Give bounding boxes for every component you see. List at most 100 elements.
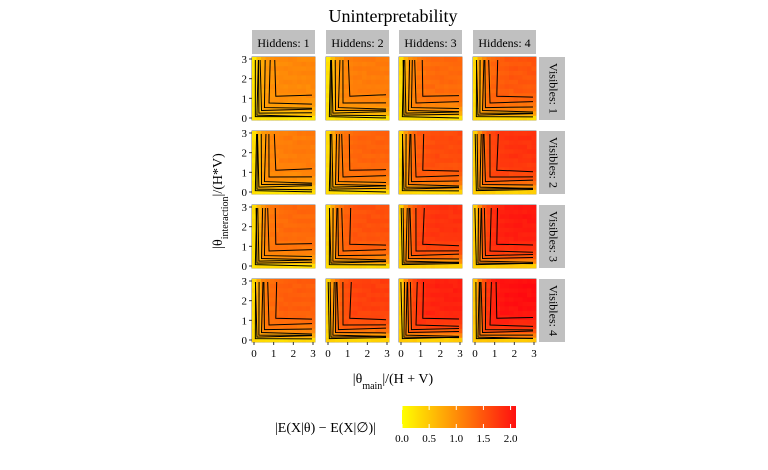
heat-cell (326, 75, 331, 80)
heat-cell (353, 167, 358, 172)
heat-cell (495, 79, 501, 85)
heat-cell (504, 254, 510, 260)
heat-cell (448, 236, 454, 242)
heat-cell (486, 57, 492, 62)
heat-cell (297, 279, 302, 284)
heat-cell (265, 279, 271, 284)
heat-cell (509, 135, 514, 141)
heat-cell (444, 84, 449, 89)
contour-line (268, 133, 313, 178)
heat-cell (330, 79, 336, 85)
heat-cell (353, 236, 358, 242)
heat-cell (522, 158, 528, 163)
heat-cell (261, 140, 266, 145)
contour-line (408, 207, 460, 260)
heat-cell (435, 259, 440, 264)
heat-cell (353, 149, 358, 154)
heat-cell (310, 176, 316, 181)
heat-cell (252, 88, 257, 94)
heat-cell (274, 241, 280, 246)
heat-cell (366, 232, 372, 237)
heat-cell (486, 106, 492, 112)
heat-cell (482, 70, 487, 76)
heat-cell (527, 209, 532, 215)
heat-cell (522, 144, 528, 150)
heat-cell (384, 70, 390, 76)
heat-cell (339, 70, 345, 76)
heat-cell (353, 158, 358, 163)
heat-cell (252, 205, 257, 210)
heat-cell (380, 57, 385, 62)
heat-cell (297, 158, 302, 163)
heat-cell (261, 171, 266, 177)
heat-cell (252, 153, 257, 159)
heat-cell (509, 189, 514, 195)
heat-cell (439, 131, 445, 136)
heat-cell (518, 153, 523, 159)
heat-cell (261, 283, 266, 289)
heat-cell (384, 310, 390, 316)
heat-cell (279, 245, 284, 251)
heat-cell (513, 102, 519, 107)
heat-cell (439, 279, 445, 284)
contour-line (479, 59, 534, 114)
heat-cell (270, 223, 275, 228)
heat-cell (310, 171, 316, 177)
heat-cell (279, 283, 284, 289)
heat-cell (500, 93, 505, 98)
heat-cell (522, 115, 528, 121)
heat-cell (353, 328, 358, 334)
heat-cell (375, 263, 381, 269)
heat-cell (403, 232, 409, 237)
heat-cell (279, 176, 284, 181)
heat-cell (399, 93, 404, 98)
heat-cell (457, 263, 463, 269)
heat-cell (527, 171, 532, 177)
heat-cell (252, 337, 257, 343)
heat-cell (384, 79, 390, 85)
heat-cell (527, 93, 532, 98)
heat-cell (408, 245, 413, 251)
heat-cell (357, 209, 363, 215)
heat-cell (430, 227, 436, 233)
heat-cell (348, 115, 354, 121)
heat-cell (306, 88, 311, 94)
heat-cell (265, 250, 271, 255)
heat-cell (353, 301, 358, 307)
heat-cell (310, 189, 316, 195)
heat-cell (375, 214, 381, 219)
heat-cell (339, 324, 345, 329)
heat-cell (301, 306, 307, 311)
heat-cell (522, 185, 528, 190)
heat-cell (531, 158, 537, 163)
heat-cell (348, 66, 354, 71)
heat-cell (448, 254, 454, 260)
heat-cell (408, 158, 413, 163)
heat-cell (518, 70, 523, 76)
heat-cell (513, 185, 519, 190)
heat-cell (380, 70, 385, 76)
heat-cell (353, 232, 358, 237)
heat-cell (408, 306, 413, 311)
heat-cell (256, 223, 262, 228)
heat-cell (256, 232, 262, 237)
heat-cell (408, 75, 413, 80)
heat-cell (435, 106, 440, 112)
heat-cell (453, 131, 458, 136)
heat-cell (504, 328, 510, 334)
heat-cell (448, 259, 454, 264)
heat-cell (513, 337, 519, 343)
heat-cell (495, 283, 501, 289)
heat-cell (339, 310, 345, 316)
heat-cell (453, 328, 458, 334)
heat-cell (435, 232, 440, 237)
heat-cell (371, 223, 376, 228)
heat-cell (330, 279, 336, 284)
heat-cell (495, 180, 501, 186)
heat-cell (288, 214, 293, 219)
heat-cell (500, 250, 505, 255)
heat-cell (371, 328, 376, 334)
heat-cell (297, 171, 302, 177)
heat-cell (453, 306, 458, 311)
heat-cell (486, 102, 492, 107)
